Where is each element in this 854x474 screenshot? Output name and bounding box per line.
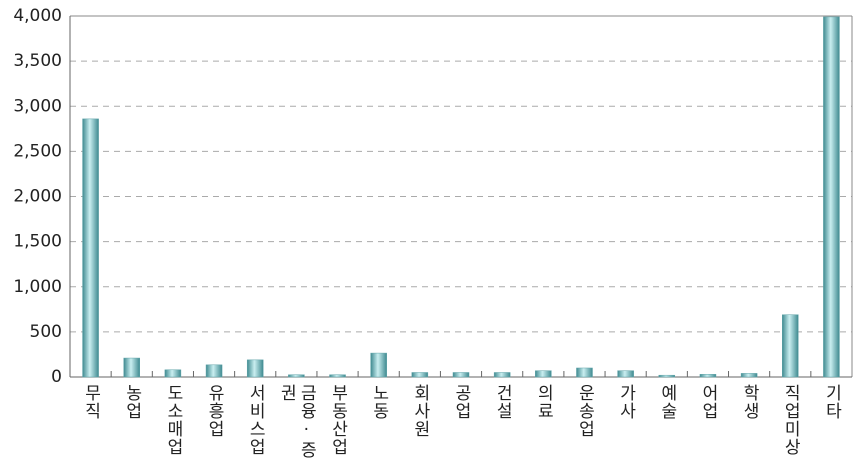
bar: [123, 357, 140, 378]
bar: [740, 373, 758, 378]
x-tick-label: 노동: [368, 384, 389, 420]
x-tick-label: 운송업: [574, 384, 595, 438]
x-tick-label: 농업: [121, 384, 142, 420]
x-tick-label: 기타: [821, 384, 842, 420]
x-tick-label: 학생: [739, 384, 760, 420]
bar: [576, 367, 593, 378]
x-tick-label: 직업미상: [780, 384, 801, 456]
x-tick-label: 무직: [80, 384, 101, 420]
x-tick-label: 도소매업: [162, 384, 183, 456]
y-tick-label: 4,000: [13, 6, 62, 26]
x-tick-label: 예술: [656, 384, 677, 420]
bar: [823, 16, 840, 378]
bar: [452, 372, 470, 378]
x-tick-label: 공업: [451, 384, 471, 420]
bar: [782, 314, 799, 378]
bar: [617, 370, 634, 378]
y-tick-label: 3,000: [13, 96, 62, 116]
bar: [658, 374, 676, 378]
bar: [370, 352, 387, 378]
y-tick-label: 2,000: [13, 187, 62, 207]
y-tick-label: 1,500: [13, 232, 62, 252]
x-tick-label: 유흥업: [204, 384, 225, 438]
x-tick-label: 가사: [615, 384, 636, 420]
y-tick-label: 0: [51, 367, 62, 387]
x-tick-label: 회사원: [409, 384, 430, 438]
x-tick-label: 어업: [697, 384, 718, 420]
bar: [205, 364, 223, 378]
bar: [699, 374, 717, 378]
bar: [535, 370, 552, 378]
x-tick-label: 부동산업: [327, 384, 348, 456]
y-tick-label: 1,000: [13, 277, 62, 297]
bar: [164, 369, 182, 378]
x-tick-label: 의료: [533, 384, 554, 420]
bar: [493, 372, 511, 378]
y-tick-label: 2,500: [13, 141, 62, 161]
bar: [246, 359, 264, 378]
bar: [329, 374, 346, 378]
y-tick-label: 3,500: [13, 51, 62, 71]
x-tick-label: 금융·증권: [276, 384, 317, 459]
y-tick-label: 500: [30, 322, 62, 342]
x-tick-label: 서비스업: [245, 384, 266, 456]
bar: [82, 118, 99, 378]
bar: [411, 372, 429, 378]
x-tick-label: 건설: [492, 384, 513, 420]
bar: [288, 374, 305, 378]
